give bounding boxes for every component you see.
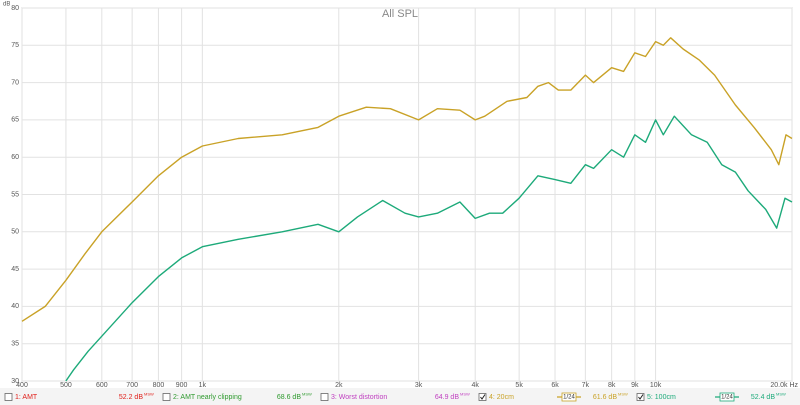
x-tick-label: 1k bbox=[199, 382, 207, 389]
smoothing-label: 1/24 bbox=[721, 395, 733, 401]
legend-reading: 64.9 dB bbox=[435, 394, 459, 401]
reading-suffix: MSW bbox=[618, 392, 628, 397]
x-tick-label: 500 bbox=[60, 382, 72, 389]
x-tick-label: 10k bbox=[650, 382, 662, 389]
legend-reading: 68.6 dB bbox=[277, 394, 301, 401]
smoothing-box bbox=[561, 392, 577, 402]
checkmark bbox=[638, 394, 644, 400]
x-tick-label: 9k bbox=[631, 382, 639, 389]
legend-bar bbox=[0, 388, 800, 405]
x-tick-label: 8k bbox=[608, 382, 616, 389]
legend-reading: 52.2 dB bbox=[119, 394, 143, 401]
smoothing-label: 1/24 bbox=[563, 395, 575, 401]
series-line bbox=[21, 37, 793, 322]
reading-suffix: MSW bbox=[776, 392, 786, 397]
checkbox[interactable] bbox=[162, 393, 171, 401]
x-tick-label: 2k bbox=[335, 382, 343, 389]
y-tick-label: 65 bbox=[11, 117, 19, 124]
checkbox[interactable] bbox=[478, 393, 487, 401]
y-tick-label: 80 bbox=[11, 5, 19, 12]
x-tick-label: 700 bbox=[126, 382, 138, 389]
smoothing-box bbox=[719, 392, 735, 402]
x-tick-label: 900 bbox=[176, 382, 188, 389]
y-tick-label: 50 bbox=[11, 229, 19, 236]
legend-reading: 61.6 dB bbox=[593, 394, 617, 401]
y-tick-label: 75 bbox=[11, 42, 19, 49]
y-tick-label: 55 bbox=[11, 191, 19, 198]
legend-label: 4: 20cm bbox=[489, 394, 514, 401]
x-tick-label: 6k bbox=[551, 382, 559, 389]
legend-label: 2: AMT nearly clipping bbox=[173, 394, 242, 401]
chart-title: All SPL bbox=[382, 8, 418, 20]
checkbox[interactable] bbox=[636, 393, 645, 401]
x-tick-label: 7k bbox=[582, 382, 590, 389]
reading-suffix: MSW bbox=[302, 392, 312, 397]
x-tick-label: 400 bbox=[16, 382, 28, 389]
y-unit: dB bbox=[3, 2, 10, 8]
y-tick-label: 45 bbox=[11, 266, 19, 273]
x-tick-label: 4k bbox=[472, 382, 480, 389]
checkbox[interactable] bbox=[320, 393, 329, 401]
y-tick-label: 40 bbox=[11, 303, 19, 310]
checkmark bbox=[480, 394, 486, 400]
legend-label: 5: 100cm bbox=[647, 394, 676, 401]
y-tick-label: 70 bbox=[11, 79, 19, 86]
y-tick-label: 60 bbox=[11, 154, 19, 161]
x-tick-label: 3k bbox=[415, 382, 423, 389]
x-tick-label: 20.0k Hz bbox=[770, 382, 798, 389]
x-tick-label: 600 bbox=[96, 382, 108, 389]
reading-suffix: MSW bbox=[460, 392, 470, 397]
x-tick-label: 5k bbox=[515, 382, 523, 389]
series-line bbox=[65, 115, 793, 382]
legend-label: 3: Worst distortion bbox=[331, 394, 387, 401]
checkbox[interactable] bbox=[4, 393, 13, 401]
legend-reading: 52.4 dB bbox=[751, 394, 775, 401]
y-tick-label: 30 bbox=[11, 378, 19, 385]
y-tick-label: 35 bbox=[11, 341, 19, 348]
reading-suffix: MSW bbox=[144, 392, 154, 397]
legend-label: 1: AMT bbox=[15, 394, 38, 401]
x-tick-label: 800 bbox=[153, 382, 165, 389]
